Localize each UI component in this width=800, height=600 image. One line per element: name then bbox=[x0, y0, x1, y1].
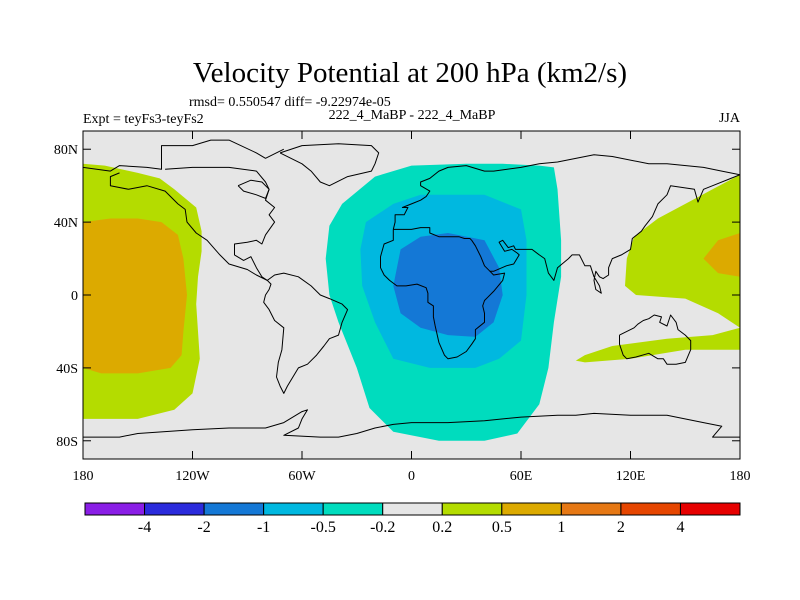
colorbar-swatch bbox=[144, 502, 205, 516]
axes-layer: 180 120W 60W 0 60E 120E 180 80N 40N 0 40S 80S bbox=[54, 131, 751, 484]
colorbar-label: -1 bbox=[257, 519, 270, 536]
colorbar-label: -0.5 bbox=[311, 519, 336, 536]
coastline-north-america-arctic bbox=[83, 139, 285, 172]
experiment-label: Expt = teyFs3-teyFs2 bbox=[83, 112, 204, 127]
colorbar-swatch bbox=[84, 502, 146, 516]
colorbar-swatch bbox=[441, 502, 503, 516]
colorbar-label: -0.2 bbox=[370, 519, 395, 536]
coastline-africa bbox=[380, 229, 506, 360]
x-tick-label: 120E bbox=[616, 469, 646, 484]
y-tick-label: 40N bbox=[54, 216, 78, 231]
contour-region-negative-core bbox=[393, 233, 503, 337]
x-tick-label: 0 bbox=[408, 469, 415, 484]
y-tick-label: 0 bbox=[71, 289, 78, 304]
coastline-layer bbox=[83, 139, 740, 438]
coastline-greenland bbox=[279, 143, 380, 187]
colorbar-swatch bbox=[382, 502, 443, 516]
colorbar-swatch bbox=[679, 502, 741, 516]
coastline-asia-east bbox=[393, 174, 740, 294]
map-panel: 180 120W 60W 0 60E 120E 180 80N 40N 0 40S 80S bbox=[54, 130, 751, 484]
contour-region-positive-southern-tail bbox=[575, 327, 740, 363]
coastline-south-america bbox=[263, 272, 349, 394]
coastline-europe-asia bbox=[392, 154, 740, 230]
colorbar-label: 2 bbox=[617, 519, 625, 536]
contour-region-positive-west-inner bbox=[83, 218, 187, 374]
colorbar-swatch bbox=[620, 502, 681, 516]
colorbar-label: 0.2 bbox=[432, 519, 452, 536]
x-tick-label: 60W bbox=[288, 469, 316, 484]
coastline-australia bbox=[619, 314, 692, 365]
colorbar-swatch bbox=[560, 502, 622, 516]
colorbar-label: 4 bbox=[676, 519, 684, 536]
colorbar-swatch bbox=[203, 502, 265, 516]
colorbar-swatch bbox=[501, 502, 562, 516]
y-tick-label: 80S bbox=[56, 435, 78, 450]
coastline-hudson-bay bbox=[237, 179, 270, 199]
x-tick-label: 120W bbox=[175, 469, 210, 484]
contour-region-positive-east-outer bbox=[625, 174, 740, 328]
colorbar-label: 0.5 bbox=[492, 519, 512, 536]
colorbar-label: -4 bbox=[138, 519, 151, 536]
contour-region-positive-east-inner bbox=[703, 233, 740, 277]
y-tick-label: 40S bbox=[56, 362, 78, 377]
color-legend: -4 -2 -1 -0.5 -0.2 0.2 0.5 1 2 4 bbox=[84, 502, 741, 536]
colorbar-swatch bbox=[263, 502, 324, 516]
coastline-north-america bbox=[165, 166, 276, 281]
stats-text: rmsd= 0.550547 diff= -9.22974e-05 bbox=[189, 95, 391, 110]
y-tick-label: 80N bbox=[54, 143, 78, 158]
center-label: 222_4_MaBP - 222_4_MaBP bbox=[329, 108, 496, 123]
x-tick-label: 180 bbox=[730, 469, 751, 484]
colorbar-label: 1 bbox=[557, 519, 565, 536]
coastline-antarctica bbox=[83, 409, 740, 438]
contour-fill-layer bbox=[83, 163, 740, 441]
x-tick-label: 60E bbox=[510, 469, 533, 484]
season-label: JJA bbox=[719, 111, 741, 126]
x-tick-label: 180 bbox=[73, 469, 94, 484]
chart-title: Velocity Potential at 200 hPa (km2/s) bbox=[193, 57, 627, 89]
coastline-north-america-west bbox=[109, 172, 268, 281]
colorbar-swatch bbox=[322, 502, 384, 516]
colorbar-label: -2 bbox=[197, 519, 210, 536]
